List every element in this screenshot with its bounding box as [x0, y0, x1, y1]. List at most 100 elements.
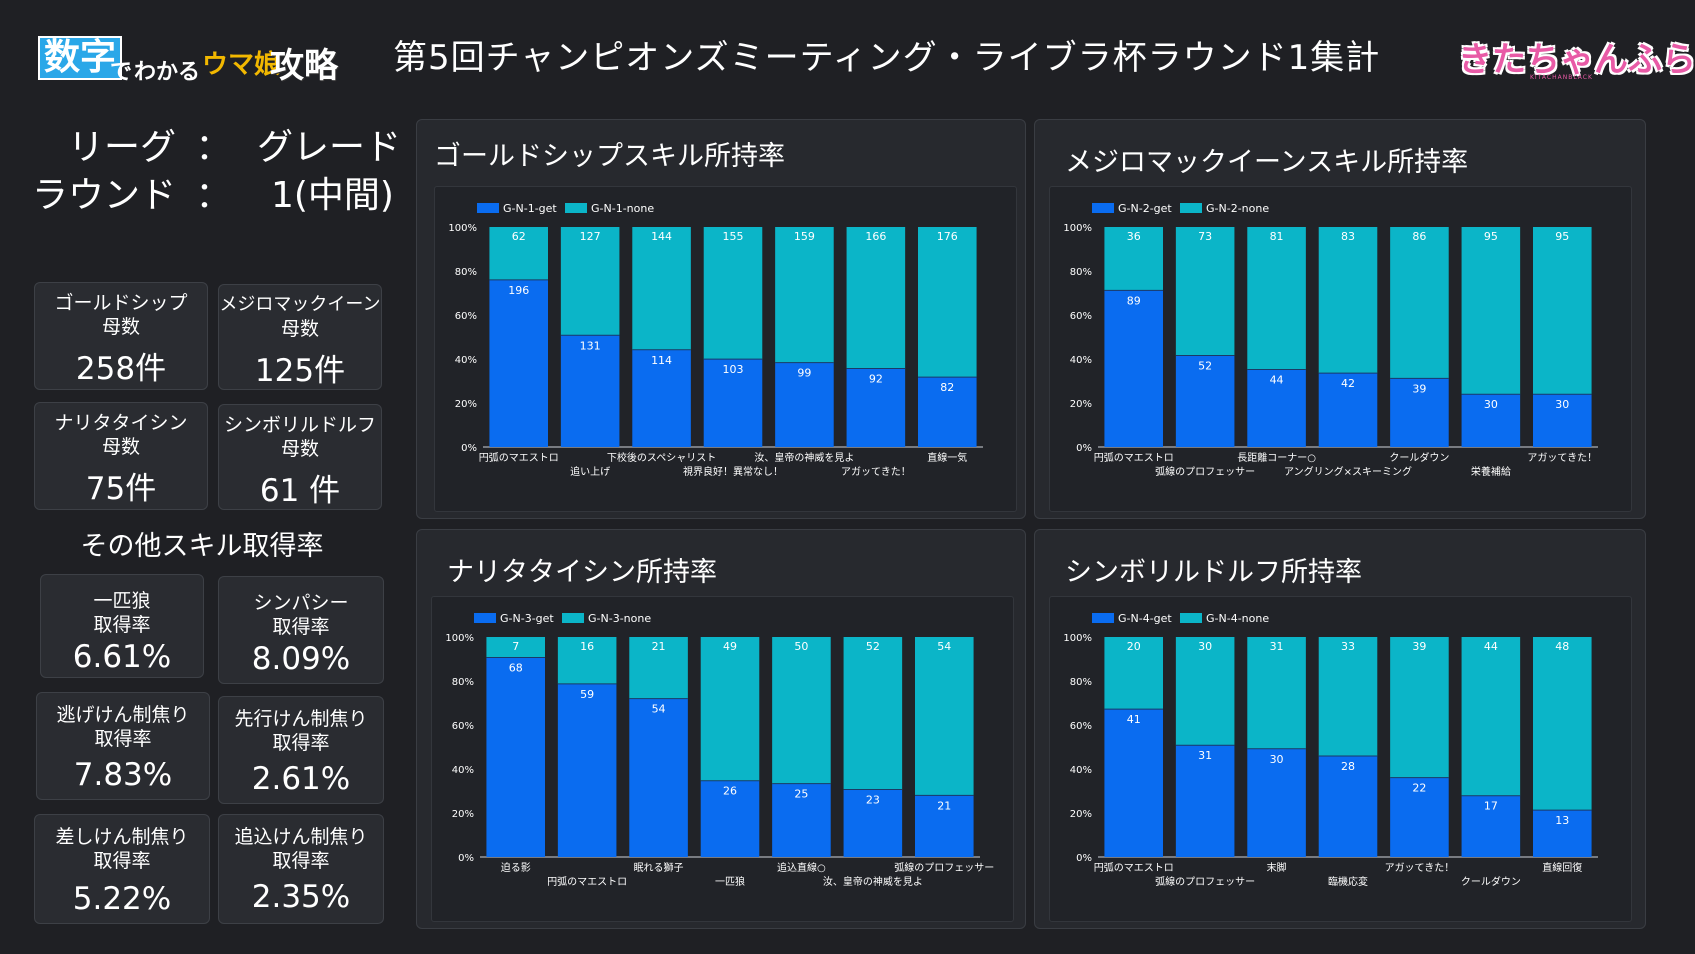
logo-kouryaku: 攻略 [270, 46, 338, 86]
bar-none [1247, 227, 1306, 370]
y-tick-label: 40% [455, 355, 477, 366]
x-tick-label: 末脚 [1267, 861, 1287, 874]
bar-none [1533, 227, 1592, 395]
data-label-none: 95 [1555, 230, 1569, 243]
bar-get [560, 335, 620, 447]
chart-mcqueen: G-N-2-get G-N-2-none 0% 20% 40% 60% 80% 100% 89 3… [1063, 202, 1598, 478]
bar-get [1175, 355, 1235, 447]
bar-get [703, 359, 763, 447]
y-tick-label: 80% [455, 267, 477, 278]
x-tick-label: アガッてきた！ [1527, 452, 1597, 464]
bar-none [843, 637, 903, 790]
skill-card-sub: 取得率 [94, 728, 152, 750]
bar-get [1461, 394, 1521, 447]
bar-none [703, 227, 763, 360]
y-tick-label: 0% [1076, 443, 1092, 454]
y-tick-label: 100% [1063, 633, 1092, 644]
x-tick-label: 汝、皇帝の神威を見よ [754, 451, 854, 464]
data-label-none: 7 [512, 640, 519, 653]
bar-none [629, 637, 688, 699]
count-card-name: シンボリルドルフ [223, 414, 376, 436]
bar-none [915, 637, 974, 796]
legend-label: G-N-2-none [1206, 202, 1269, 215]
x-tick-label: 円弧のマエストロ [547, 875, 627, 888]
round-row: ラウンド ： 1(中間) [32, 166, 394, 218]
data-label-get: 131 [580, 339, 601, 352]
skill-card-oikomi: 追込けん制焦り 取得率 2.35% [218, 814, 384, 924]
x-tick-label: クールダウン [1389, 451, 1449, 464]
x-tick-label: 眠れる獅子 [634, 861, 684, 874]
chart-panel-taishin: ナリタタイシン所持率 G-N-3-get G-N-3-none 0% 20% 40% 60… [416, 529, 1026, 929]
logo-de: で [110, 60, 133, 85]
legend-swatch [1180, 203, 1202, 213]
skill-card-name: 逃げけん制焦り [56, 704, 190, 726]
bar-get [1390, 777, 1449, 857]
skill-card-name: 先行けん制焦り [234, 708, 368, 730]
data-label-none: 62 [512, 230, 526, 243]
x-tick-label: 長距離コーナー○ [1237, 451, 1316, 464]
y-tick-label: 0% [1076, 853, 1092, 864]
x-tick-label: 直線一気 [927, 451, 967, 464]
x-tick-label: 弧線のプロフェッサー [894, 861, 994, 874]
bar-none [1175, 637, 1235, 746]
x-tick-label: 汝、皇帝の神威を見よ [823, 875, 923, 888]
legend-swatch [1092, 613, 1114, 623]
logo-uma: ウマ娘 [202, 50, 281, 80]
data-label-none: 83 [1341, 230, 1355, 243]
x-tick-label: 追込直線○ [777, 861, 826, 874]
data-label-get: 22 [1412, 782, 1426, 795]
site-logo[interactable]: 数字 で わかる ウマ娘 攻略 [38, 34, 338, 86]
count-card-name: メジロマックイーン [219, 294, 381, 315]
chart-panel-goldship: ゴールドシップスキル所持率 G-N-1-get G-N-1-none 0% 20% 40… [416, 119, 1026, 519]
data-label-none: 95 [1484, 230, 1498, 243]
bar-none [557, 637, 617, 684]
skill-card-name: 追込けん制焦り [234, 826, 368, 848]
bar-none [846, 227, 906, 369]
y-tick-label: 20% [1070, 399, 1092, 410]
data-label-none: 50 [794, 640, 808, 653]
bar-get [1175, 745, 1235, 857]
bar-get [915, 795, 974, 857]
count-card-rudolf: シンボリルドルフ 母数 61 件 [218, 404, 382, 510]
y-tick-label: 80% [1070, 677, 1092, 688]
y-tick-label: 0% [458, 853, 474, 864]
x-tick-label: 円弧のマエストロ [1094, 451, 1174, 464]
count-card-value: 61 件 [259, 473, 341, 509]
other-skills-heading: その他スキル取得率 [80, 531, 324, 562]
legend-swatch [1180, 613, 1202, 623]
chart-goldship: G-N-1-get G-N-1-none 0% 20% 40% 60% 80% 100% 196… [448, 202, 983, 478]
data-label-get: 30 [1270, 753, 1284, 766]
data-label-none: 20 [1127, 640, 1141, 653]
y-tick-label: 20% [455, 399, 477, 410]
data-label-get: 23 [866, 794, 880, 807]
data-label-get: 41 [1127, 713, 1141, 726]
data-label-none: 52 [866, 640, 880, 653]
y-tick-label: 40% [1070, 355, 1092, 366]
data-label-none: 159 [794, 230, 815, 243]
data-label-none: 21 [652, 640, 666, 653]
data-label-none: 39 [1412, 640, 1426, 653]
data-label-get: 59 [580, 688, 594, 701]
data-label-none: 176 [937, 230, 958, 243]
data-label-get: 89 [1127, 294, 1141, 307]
chart-area: G-N-4-get G-N-4-none 0% 20% 40% 60% 80% 100% 41 2… [1049, 596, 1632, 922]
x-tick-label: 弧線のプロフェッサー [1155, 875, 1255, 888]
league-label: リーグ [68, 127, 177, 168]
data-label-get: 68 [509, 662, 523, 675]
bar-none [772, 637, 831, 784]
brand-logo[interactable]: きたちゃんふらっく KITACHANBLACK [1438, 22, 1695, 92]
bar-none [560, 227, 620, 336]
bar-none [489, 227, 548, 280]
data-label-get: 42 [1341, 377, 1355, 390]
logo-wakaru: わかる [134, 60, 201, 85]
round-colon: ： [195, 175, 232, 216]
data-label-get: 30 [1484, 398, 1498, 411]
x-tick-label: アガッてきた！ [1385, 862, 1455, 874]
legend-swatch [1092, 203, 1114, 213]
bar-none [1318, 227, 1378, 374]
chart-panel-rudolf: シンボリルドルフ所持率 G-N-4-get G-N-4-none 0% 20% 40% 6… [1034, 529, 1646, 929]
data-label-none: 81 [1270, 230, 1284, 243]
y-tick-label: 60% [1070, 311, 1092, 322]
y-tick-label: 60% [452, 721, 474, 732]
bar-none [1533, 637, 1592, 811]
